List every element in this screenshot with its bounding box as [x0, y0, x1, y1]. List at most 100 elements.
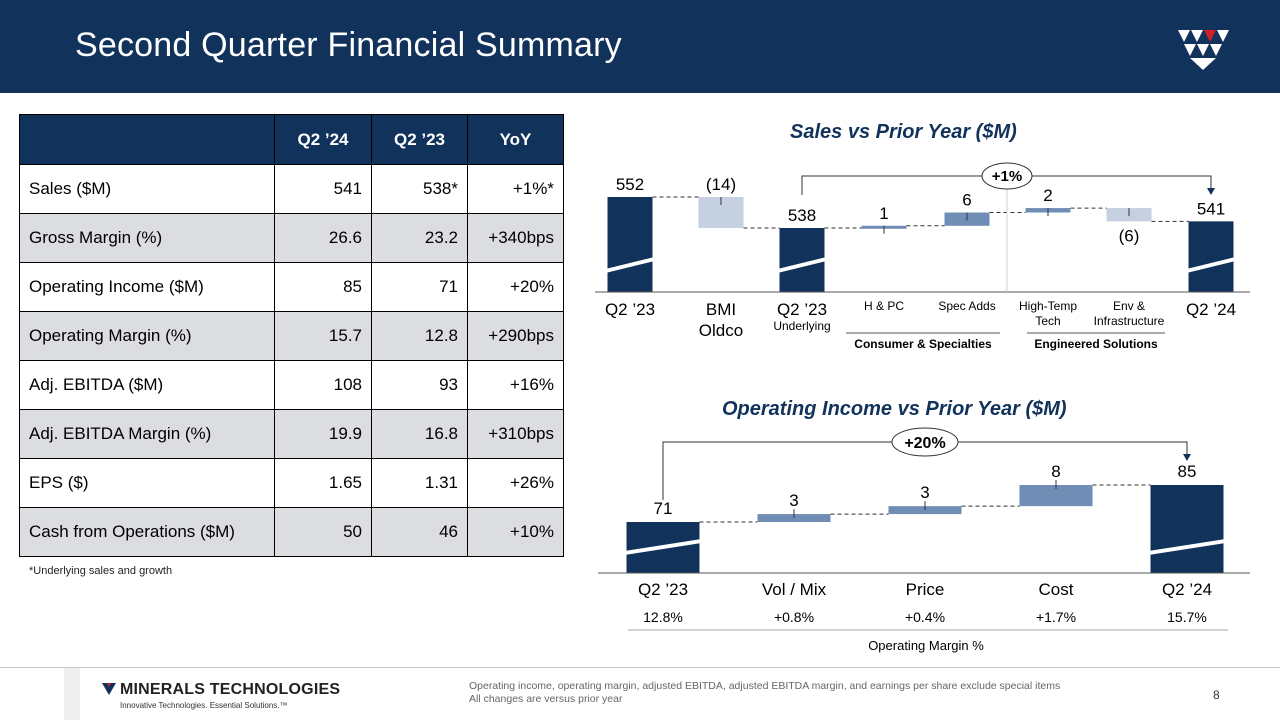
- brand-mark-icon: [102, 683, 116, 695]
- category-label: Q2 ’24: [1186, 300, 1236, 319]
- axis-break-mark: [624, 539, 702, 555]
- data-label: 541: [1197, 199, 1225, 218]
- growth-arrow: [1207, 188, 1215, 195]
- axis-break-mark: [605, 257, 655, 273]
- cell-yoy: +10%: [467, 507, 564, 557]
- bar: [1019, 485, 1093, 507]
- table-footnote: *Underlying sales and growth: [29, 565, 173, 577]
- row-label: Operating Income ($M): [19, 262, 275, 312]
- table-row: Cash from Operations ($M) 50 46 +10%: [19, 507, 564, 557]
- group-label: Consumer & Specialties: [854, 337, 992, 351]
- brand-name: MINERALS TECHNOLOGIES: [120, 681, 341, 698]
- cell-q224: 1.65: [274, 458, 372, 508]
- table-row: EPS ($) 1.65 1.31 +26%: [19, 458, 564, 508]
- category-label: Infrastructure: [1094, 314, 1165, 328]
- margin-value: +1.7%: [1036, 609, 1076, 625]
- category-label: Cost: [1039, 580, 1074, 599]
- column-header: Q2 ’24: [274, 114, 372, 165]
- footer-divider: [0, 667, 1280, 668]
- footer-note: All changes are versus prior year: [469, 693, 623, 705]
- cell-q223: 71: [371, 262, 468, 312]
- cell-yoy: +1%*: [467, 164, 564, 214]
- data-label: 85: [1178, 462, 1197, 481]
- page-number: 8: [1213, 688, 1220, 702]
- growth-callout-text: +20%: [904, 435, 945, 452]
- category-label: Vol / Mix: [762, 580, 827, 599]
- data-label: 71: [654, 499, 673, 518]
- table-row: Adj. EBITDA Margin (%) 19.9 16.8 +310bps: [19, 409, 564, 459]
- margin-value: 12.8%: [643, 609, 683, 625]
- table-header-row: Q2 ’24 Q2 ’23 YoY: [19, 114, 564, 165]
- footer-note: Operating income, operating margin, adju…: [469, 680, 1061, 692]
- cell-q223: 1.31: [371, 458, 468, 508]
- category-sublabel: Underlying: [773, 319, 830, 333]
- growth-callout-oval: [981, 162, 1033, 190]
- cell-q224: 85: [274, 262, 372, 312]
- margin-row-label: Operating Margin %: [868, 638, 984, 653]
- data-label: 8: [1051, 462, 1060, 481]
- brand-tagline: Innovative Technologies. Essential Solut…: [120, 701, 288, 710]
- title-bar: Second Quarter Financial Summary: [0, 0, 1280, 93]
- row-label: Sales ($M): [19, 164, 275, 214]
- footer-tab-shape: [64, 668, 1262, 720]
- bar: [1150, 485, 1224, 573]
- cell-yoy: +290bps: [467, 311, 564, 361]
- cell-yoy: +340bps: [467, 213, 564, 263]
- growth-callout-text: +1%: [992, 168, 1022, 185]
- column-header: YoY: [467, 114, 564, 165]
- margin-value: 15.7%: [1167, 609, 1207, 625]
- category-label: Price: [906, 580, 945, 599]
- table-row: Operating Margin (%) 15.7 12.8 +290bps: [19, 311, 564, 361]
- data-label: 538: [788, 206, 816, 225]
- table-row: Operating Income ($M) 85 71 +20%: [19, 262, 564, 312]
- cell-q224: 50: [274, 507, 372, 557]
- financial-summary-table: Q2 ’24 Q2 ’23 YoY Sales ($M) 541 538* +1…: [19, 114, 564, 557]
- axis-break-mark: [777, 257, 827, 273]
- growth-arrow: [1183, 454, 1191, 461]
- footer-notes: Operating income, operating margin, adju…: [469, 680, 1060, 706]
- operating-income-chart-title: Operating Income vs Prior Year ($M): [722, 398, 1067, 420]
- data-label: 2: [1043, 186, 1052, 205]
- data-label: 552: [616, 175, 644, 194]
- cell-q223: 538*: [371, 164, 468, 214]
- category-label: Spec Adds: [938, 299, 995, 313]
- row-label: Adj. EBITDA ($M): [19, 360, 275, 410]
- cell-q224: 15.7: [274, 311, 372, 361]
- growth-callout-oval: [891, 427, 959, 457]
- category-label: BMI: [706, 300, 736, 319]
- category-label: Tech: [1035, 314, 1060, 328]
- row-label: Gross Margin (%): [19, 213, 275, 263]
- cell-q223: 23.2: [371, 213, 468, 263]
- category-label: H & PC: [864, 299, 904, 313]
- group-label: Engineered Solutions: [1034, 337, 1158, 351]
- operating-income-waterfall-chart: 71 3 3 8 85 Q2 ’23 12.8% Vol / Mix +0.8% Price +0.…: [598, 427, 1250, 653]
- bar: [1188, 221, 1234, 292]
- table-row: Sales ($M) 541 538* +1%*: [19, 164, 564, 214]
- category-label: High-Temp: [1019, 299, 1077, 313]
- cell-q223: 12.8: [371, 311, 468, 361]
- row-label: Operating Margin (%): [19, 311, 275, 361]
- row-label: Cash from Operations ($M): [19, 507, 275, 557]
- data-label: 3: [789, 491, 798, 510]
- category-label: Q2 ’23: [638, 580, 688, 599]
- cell-q224: 19.9: [274, 409, 372, 459]
- page-title: Second Quarter Financial Summary: [75, 26, 622, 64]
- category-label: Q2 ’23: [605, 300, 655, 319]
- category-label: Env &: [1113, 299, 1145, 313]
- data-label: 1: [879, 204, 888, 223]
- company-logo-icon: [1178, 30, 1229, 70]
- sales-chart-title: Sales vs Prior Year ($M): [790, 121, 1017, 143]
- row-label: EPS ($): [19, 458, 275, 508]
- data-label: 3: [920, 483, 929, 502]
- column-header: Q2 ’23: [371, 114, 468, 165]
- cell-yoy: +26%: [467, 458, 564, 508]
- cell-q223: 46: [371, 507, 468, 557]
- data-label: (14): [706, 175, 736, 194]
- margin-value: +0.8%: [774, 609, 814, 625]
- axis-break-mark: [1186, 257, 1236, 273]
- bar: [607, 197, 653, 292]
- data-label: (6): [1119, 226, 1140, 245]
- category-label: Oldco: [699, 321, 743, 340]
- cell-q223: 93: [371, 360, 468, 410]
